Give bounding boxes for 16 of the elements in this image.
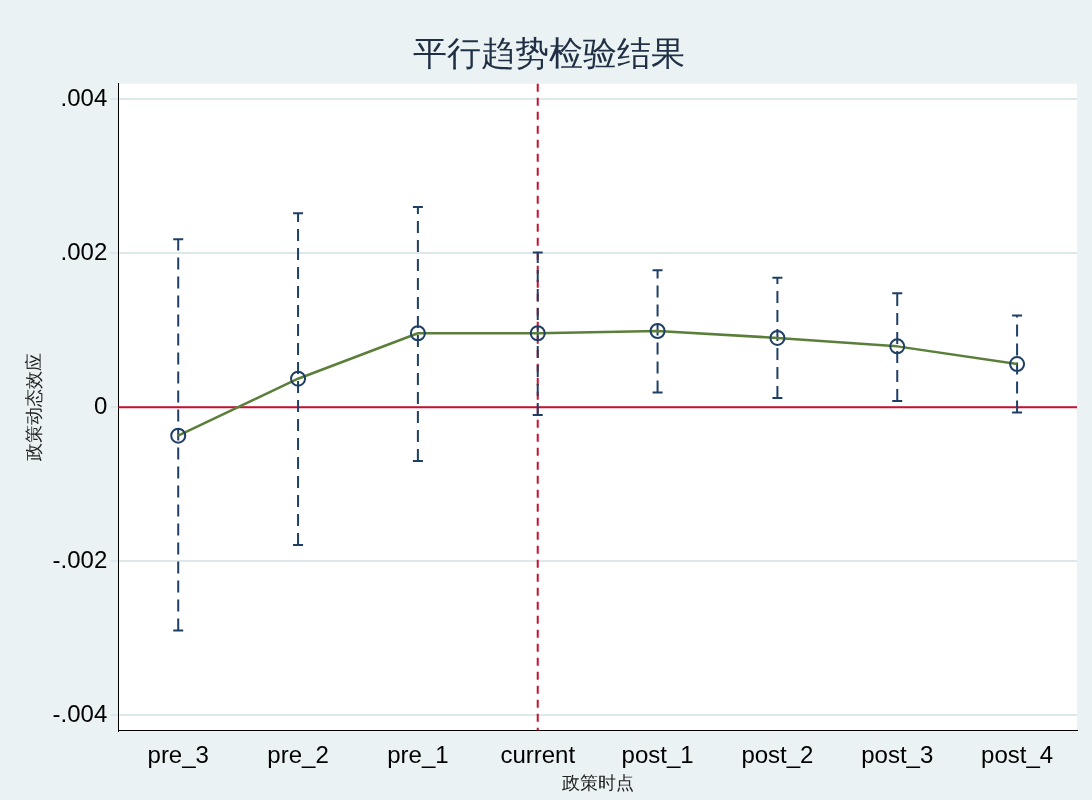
x-axis-title: 政策时点 [561, 773, 634, 794]
x-tick-label: post_4 [981, 740, 1054, 768]
x-tick-label: pre_1 [387, 740, 449, 768]
x-tick-label: pre_3 [147, 740, 209, 768]
x-tick-label: current [500, 740, 576, 768]
y-tick-label: .004 [60, 83, 108, 111]
y-tick-label: 0 [93, 391, 108, 419]
x-tick-label: post_3 [861, 740, 934, 768]
x-tick-label: post_2 [741, 740, 814, 768]
y-tick-label: .002 [60, 237, 108, 265]
y-axis-title: 政策动态效应 [23, 353, 44, 462]
x-tick-label: post_1 [621, 740, 694, 768]
chart-title: 平行趋势检验结果 [412, 33, 685, 72]
y-tick-label: -.002 [52, 545, 108, 573]
x-tick-label: pre_2 [267, 740, 329, 768]
y-tick-label: -.004 [52, 699, 108, 727]
